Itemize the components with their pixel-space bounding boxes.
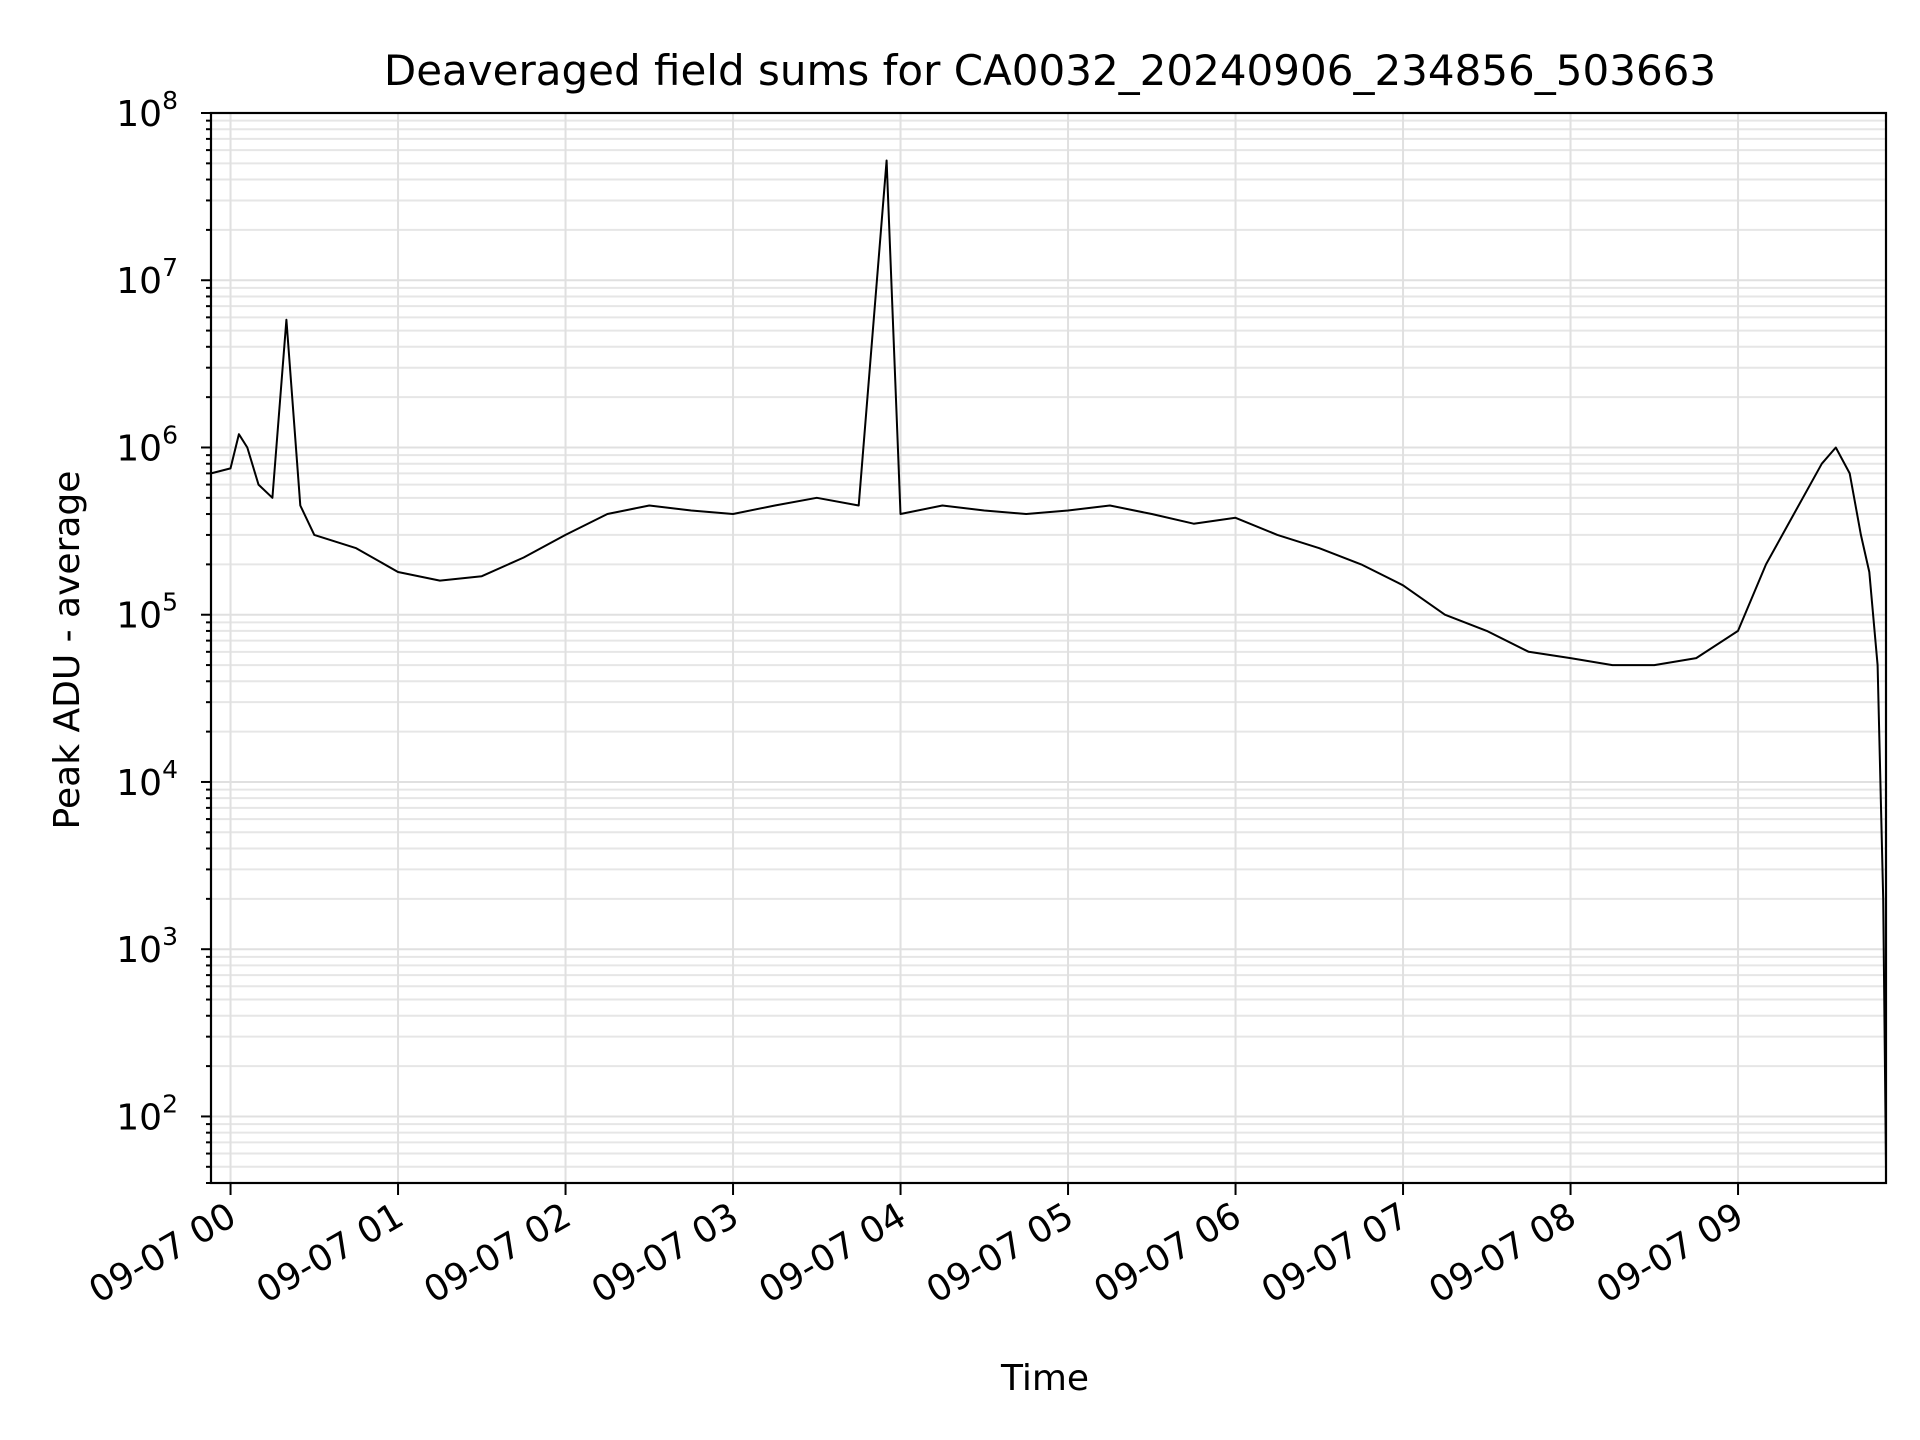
y-tick-label-base: 10 [116, 763, 162, 804]
y-tick-label-exponent: 6 [162, 420, 178, 449]
series-line [210, 159, 1887, 1167]
plot-frame [209, 111, 1888, 1185]
y-tick-label-exponent: 5 [162, 588, 178, 617]
y-tick-label-base: 10 [116, 1097, 162, 1138]
y-tick-label: 107 [116, 253, 178, 302]
y-tick-label: 105 [116, 588, 178, 637]
y-tick-label-exponent: 2 [162, 1089, 178, 1118]
chart-title: Deaveraged field sums for CA0032_2024090… [384, 46, 1716, 95]
y-axis-label: Peak ADU - average [47, 471, 88, 830]
y-tick-label: 103 [116, 922, 178, 971]
y-tick-label-base: 10 [116, 94, 162, 135]
y-tick-label-exponent: 3 [162, 922, 178, 951]
y-tick-label-base: 10 [116, 261, 162, 302]
y-tick-label-exponent: 8 [162, 86, 178, 115]
y-tick-label-exponent: 4 [162, 755, 178, 784]
y-tick-label: 104 [116, 755, 178, 804]
series-layer [210, 159, 1887, 1167]
y-tick-label-base: 10 [116, 596, 162, 637]
x-axis-label: Time [1000, 1358, 1089, 1399]
y-tick-label: 106 [116, 420, 178, 469]
y-tick-label-base: 10 [116, 930, 162, 971]
y-tick-label-base: 10 [116, 428, 162, 469]
y-tick-label: 108 [116, 86, 178, 135]
y-tick-label-exponent: 7 [162, 253, 178, 282]
y-tick-label: 102 [116, 1089, 178, 1138]
